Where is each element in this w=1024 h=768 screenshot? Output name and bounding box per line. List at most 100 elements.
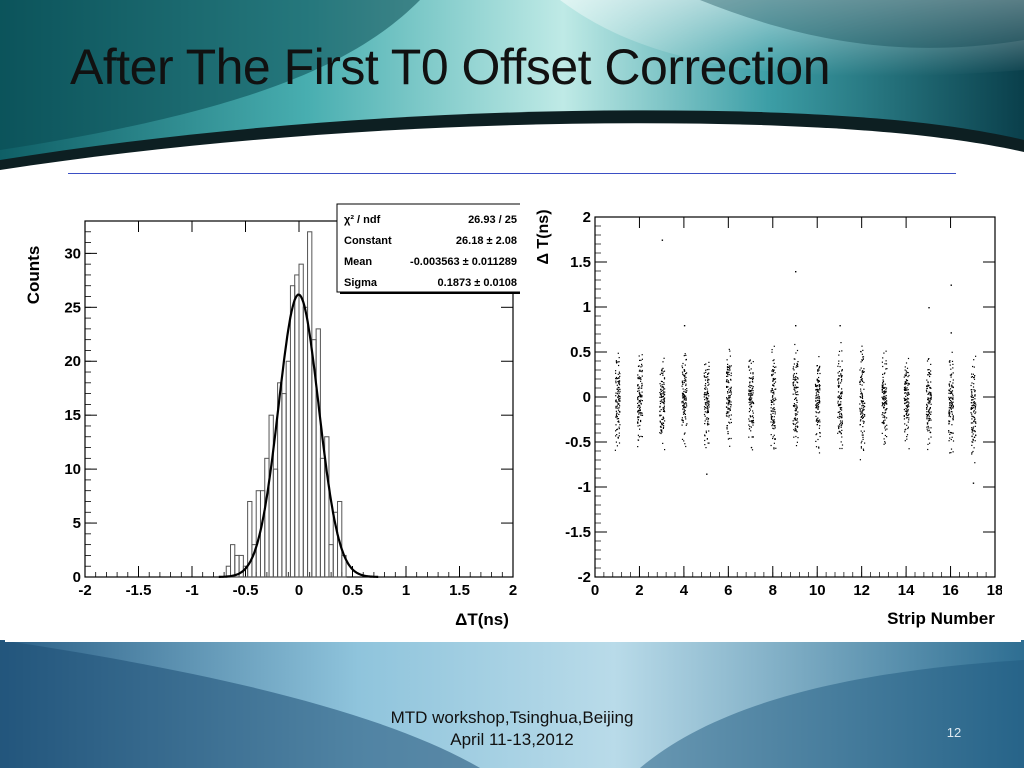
histogram-bars (225, 231, 347, 578)
scatter-point (886, 403, 888, 405)
scatter-point (730, 418, 732, 420)
slide-title: After The First T0 Offset Correction (70, 39, 831, 95)
scatter-point (729, 369, 731, 371)
scatter-point (838, 383, 840, 385)
scatter-point (772, 380, 774, 382)
scatter-point (752, 392, 754, 394)
scatter-points (614, 239, 977, 484)
scatter-point (974, 375, 976, 377)
scatter-point (619, 384, 621, 386)
scatter-point (749, 386, 751, 389)
scatter-point (639, 377, 641, 379)
scatter-point (862, 426, 864, 428)
scatter-point (637, 402, 639, 404)
scatter-point (750, 402, 752, 404)
scatter-point (950, 408, 952, 410)
scatter-point (616, 429, 618, 431)
scatter-point (616, 388, 618, 390)
scatter-point (617, 403, 619, 405)
scatter-outlier-point (950, 284, 952, 286)
scatter-point (617, 388, 619, 390)
scatter-point (637, 390, 639, 392)
scatter-point (794, 413, 796, 415)
scatter-point (861, 384, 863, 386)
scatter-point (949, 405, 951, 407)
scatter-point (793, 377, 795, 379)
scatter-point (882, 382, 884, 384)
scatter-point (774, 421, 776, 423)
scatter-point (751, 388, 753, 390)
scatter-point (926, 415, 929, 417)
scatter-point (619, 395, 621, 397)
scatter-point (683, 399, 685, 401)
scatter-point (817, 369, 819, 371)
scatter-point (793, 369, 795, 371)
scatter-point (707, 379, 709, 381)
scatter-point (970, 408, 972, 410)
scatter-point (971, 396, 973, 398)
scatter-point (861, 402, 863, 404)
scatter-point (729, 366, 731, 368)
scatter-point (973, 420, 975, 422)
scatter-point (970, 407, 972, 409)
scatter-point (903, 415, 905, 417)
scatter-point (861, 345, 863, 347)
scatter-point (793, 358, 795, 360)
scatter-point (637, 385, 639, 387)
scatter-point (906, 424, 908, 426)
scatter-point (730, 374, 732, 377)
scatter-point (951, 351, 953, 353)
scatter-point (704, 379, 707, 381)
scatter-point (819, 411, 821, 413)
scatter-outlier-point (683, 325, 686, 327)
scatter-point (840, 391, 842, 393)
scatter-point (685, 383, 687, 385)
scatter-point (840, 403, 842, 405)
scatter-point (773, 425, 775, 427)
scatter-point (884, 387, 886, 389)
scatter-point (641, 391, 643, 393)
scatter-point (949, 416, 952, 418)
scatter-point (616, 412, 618, 415)
scatter-point (926, 385, 928, 387)
scatter-point (816, 365, 818, 367)
scatter-point (730, 437, 732, 440)
scatter-point (926, 379, 928, 381)
scatter-point (684, 443, 686, 445)
scatter-point (730, 386, 732, 388)
scatter-point (881, 361, 883, 363)
scatter-point (681, 424, 683, 426)
scatter-point (772, 423, 774, 426)
scatter-point (662, 401, 664, 403)
scatter-point (886, 436, 888, 438)
scatter-point (841, 421, 843, 424)
scatter-point (861, 353, 863, 355)
scatter-point (794, 379, 796, 381)
scatter-point (772, 371, 774, 373)
histogram-x-tick-label: 1 (402, 582, 410, 599)
scatter-point (728, 374, 730, 376)
scatter-point (841, 388, 843, 390)
scatter-point (638, 355, 640, 357)
scatter-point (859, 381, 861, 384)
scatter-point (883, 392, 885, 394)
scatter-point (884, 409, 886, 411)
scatter-point (929, 372, 931, 374)
scatter-point (906, 379, 909, 382)
scatter-point (860, 416, 862, 419)
scatter-point (950, 399, 952, 402)
scatter-point (748, 366, 750, 368)
scatter-point (773, 434, 775, 436)
scatter-point (773, 447, 775, 449)
scatter-point (905, 383, 907, 385)
scatter-point (641, 358, 643, 360)
scatter-point (684, 379, 686, 381)
scatter-point (617, 352, 619, 354)
scatter-point (819, 365, 821, 367)
scatter-point (704, 403, 707, 405)
scatter-point (772, 437, 774, 440)
scatter-point (971, 453, 973, 455)
histogram-bar (272, 468, 279, 578)
scatter-point (659, 383, 661, 385)
